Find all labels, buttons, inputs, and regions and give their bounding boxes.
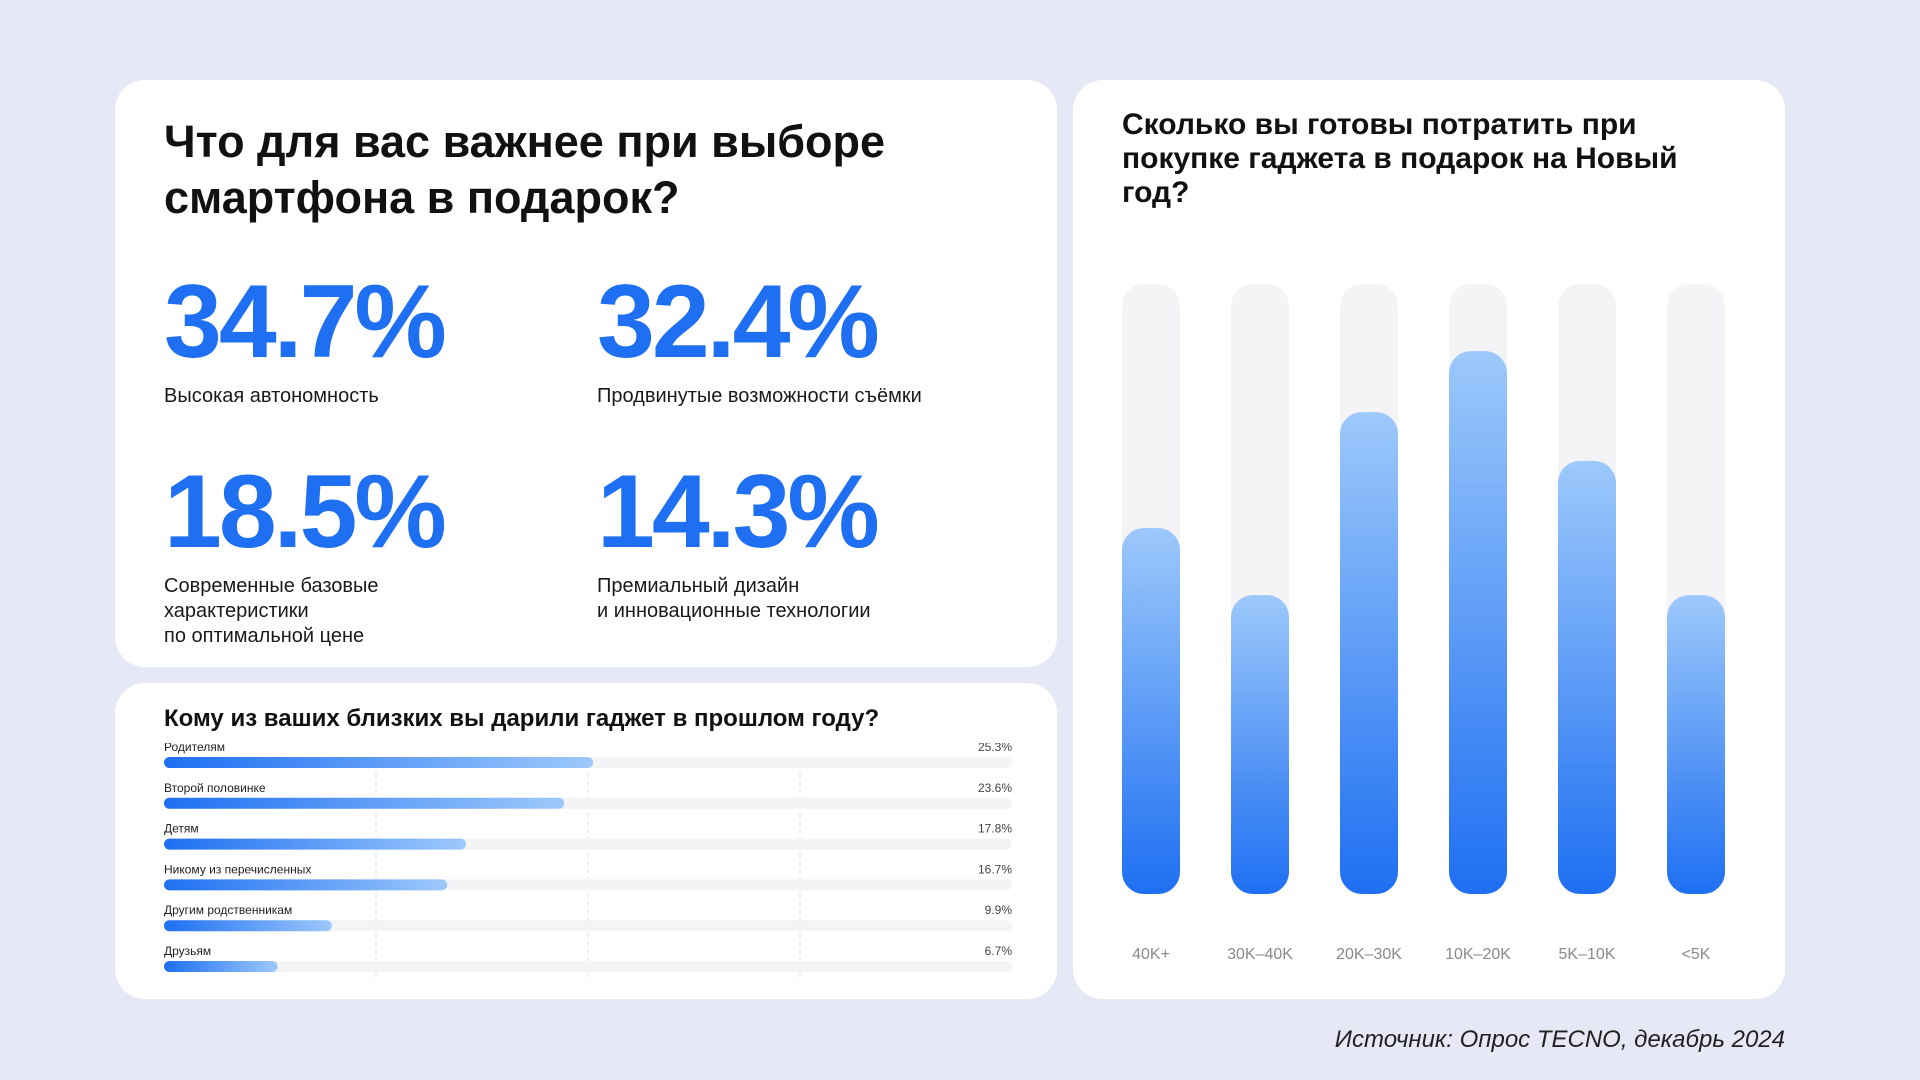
stat-battery: 34.7% Высокая автономность (164, 264, 447, 409)
bar (1340, 412, 1398, 894)
bar (1667, 595, 1725, 894)
bar (164, 920, 332, 932)
recipients-title: Кому из ваших близких вы дарили гаджет в… (164, 705, 880, 732)
value-label: 25.3% (978, 743, 1012, 754)
stat-value: 14.3% (597, 454, 880, 570)
bar (1231, 595, 1289, 894)
category-label: Другим родственникам (164, 903, 292, 917)
priorities-title: Что для вас важнее при выборе смартфона … (164, 116, 886, 223)
source-note: Источник: Опрос TECNO, декабрь 2024 (1334, 1026, 1785, 1053)
recipients-card: Кому из ваших близких вы дарили гаджет в… (115, 683, 1057, 999)
value-label: 23.6% (978, 781, 1012, 795)
priorities-card: Что для вас важнее при выборе смартфона … (115, 80, 1057, 667)
bar (1122, 528, 1180, 894)
value-label: 16.7% (978, 862, 1012, 876)
category-label: 40K+ (1132, 946, 1170, 963)
category-label: 5K–10K (1559, 946, 1616, 963)
stat-label: Премиальный дизайн и инновационные техно… (597, 575, 871, 622)
category-label: 30K–40K (1227, 946, 1293, 963)
stat-value: 18.5% (164, 454, 447, 570)
value-label: 17.8% (978, 822, 1012, 836)
category-label: Второй половинке (164, 781, 266, 795)
bar (164, 797, 565, 809)
bar-track (164, 920, 1012, 932)
category-label: 20K–30K (1336, 946, 1402, 963)
bar-track (164, 961, 1012, 972)
category-label: 10K–20K (1445, 946, 1511, 963)
bar (164, 757, 594, 768)
stat-label: Высокая автономность (164, 385, 379, 407)
stat-label: Продвинутые возможности съёмки (597, 385, 922, 407)
bar (164, 838, 466, 850)
category-label: Никому из перечисленных (164, 862, 311, 876)
stat-premium-design: 14.3% Премиальный дизайн и инновационные… (597, 454, 880, 624)
stat-value: 32.4% (597, 264, 880, 380)
bar (1558, 460, 1616, 894)
stat-value: 34.7% (164, 264, 447, 380)
stat-label: Современные базовые характеристики по оп… (164, 575, 379, 647)
value-label: 9.9% (985, 903, 1013, 917)
spend-title: Сколько вы готовы потратить при покупке … (1122, 108, 1678, 209)
category-label: Родителям (164, 743, 225, 754)
category-label: Детям (164, 822, 199, 836)
stat-camera: 32.4% Продвинутые возможности съёмки (597, 270, 922, 409)
category-label: Друзьям (164, 944, 211, 958)
bar (1449, 351, 1507, 895)
recipients-bar-chart: Родителям 25.3% Второй половинке 23.6% Детям… (164, 743, 1013, 981)
spend-bar-chart: 40K+ 30K–40K 20K–30K 10K–20K 5K–10K <5K (1122, 284, 1725, 963)
spend-card: Сколько вы готовы потратить при покупке … (1073, 80, 1785, 999)
stat-value-for-money: 18.5% Современные базовые характеристики… (164, 454, 447, 649)
category-label: <5K (1682, 946, 1711, 963)
bar (164, 961, 278, 972)
bar (164, 879, 448, 891)
value-label: 6.7% (985, 944, 1013, 958)
